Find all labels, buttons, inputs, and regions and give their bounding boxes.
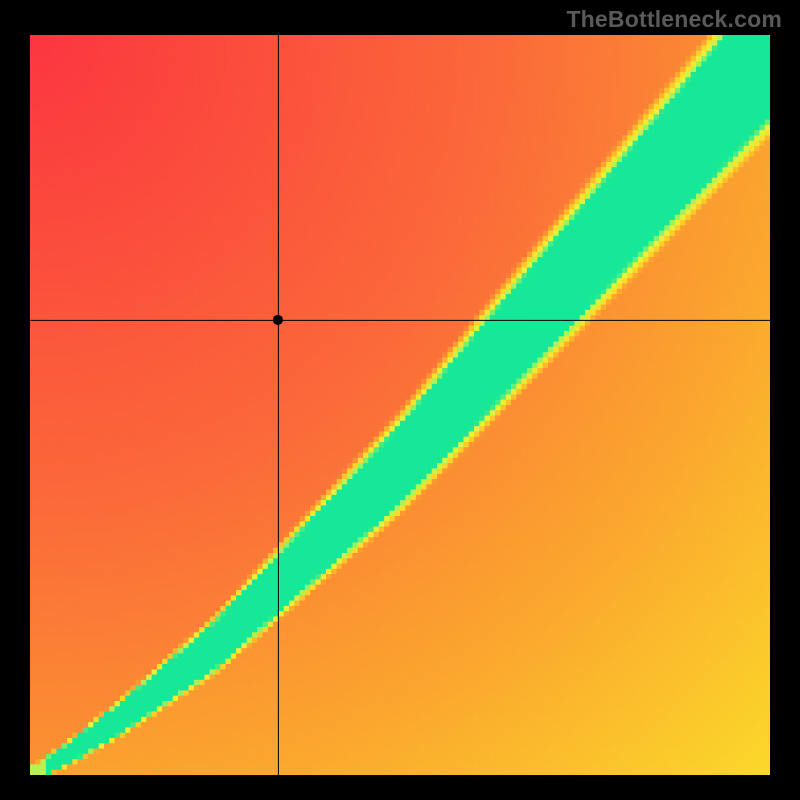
watermark-text: TheBottleneck.com xyxy=(566,6,782,33)
heatmap-chart xyxy=(30,35,770,775)
heatmap-canvas xyxy=(30,35,770,775)
heatmap-stage: TheBottleneck.com xyxy=(0,0,800,800)
